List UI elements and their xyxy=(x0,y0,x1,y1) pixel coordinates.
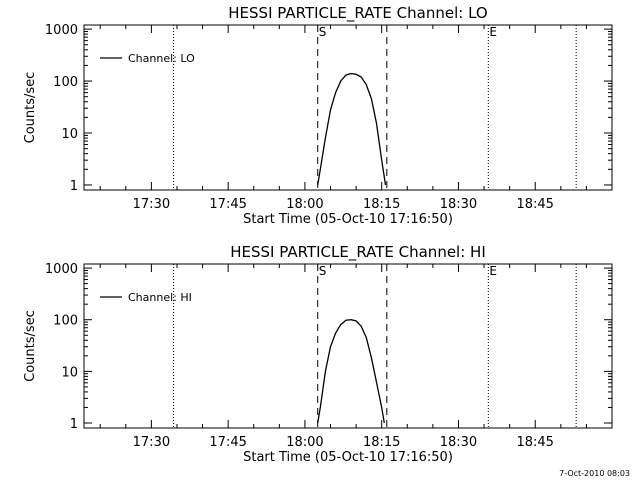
timestamp-footer: 7-Oct-2010 08:03 xyxy=(559,469,630,478)
y-axis-label: Counts/sec xyxy=(23,310,38,382)
y-tick-label: 1 xyxy=(70,417,78,432)
plot-frame xyxy=(83,263,613,429)
chart-title: HESSI PARTICLE_RATE Channel: LO xyxy=(228,4,487,23)
y-tick-label: 100 xyxy=(53,314,78,329)
x-axis-label: Start Time (05-Oct-10 17:16:50) xyxy=(243,450,453,465)
marker-label-E: E xyxy=(489,264,497,278)
marker-label-E: E xyxy=(489,25,497,39)
x-tick-label: 18:00 xyxy=(286,197,323,212)
x-tick-label: 18:45 xyxy=(516,197,553,212)
y-tick-label: 100 xyxy=(53,75,78,90)
x-tick-label: 17:30 xyxy=(133,435,170,450)
x-tick-label: 17:45 xyxy=(209,435,246,450)
y-tick-label: 1000 xyxy=(45,262,78,277)
x-tick-label: 18:45 xyxy=(516,435,553,450)
x-tick-label: 17:30 xyxy=(133,197,170,212)
legend-label: Channel: LO xyxy=(128,52,195,65)
x-tick-label: 18:30 xyxy=(440,435,477,450)
series-line xyxy=(317,72,387,186)
y-tick-label: 10 xyxy=(61,127,78,142)
y-tick-label: 1000 xyxy=(45,23,78,38)
y-axis-label: Counts/sec xyxy=(23,72,38,144)
x-tick-label: 18:15 xyxy=(363,435,400,450)
series-line xyxy=(317,319,385,424)
legend-label: Channel: HI xyxy=(128,291,192,304)
chart-panel-1: HESSI PARTICLE_RATE Channel: LO 17:30 17:4… xyxy=(23,4,613,227)
y-tick-label: 1 xyxy=(70,179,78,194)
x-tick-label: 18:00 xyxy=(286,435,323,450)
y-tick-label: 10 xyxy=(61,365,78,380)
chart-panel-2: HESSI PARTICLE_RATE Channel: HI 17:30 17:4… xyxy=(23,243,613,465)
x-tick-label: 17:45 xyxy=(209,197,246,212)
x-tick-label: 18:15 xyxy=(363,197,400,212)
x-tick-label: 18:30 xyxy=(440,197,477,212)
x-axis-label: Start Time (05-Oct-10 17:16:50) xyxy=(243,212,453,227)
chart-title: HESSI PARTICLE_RATE Channel: HI xyxy=(230,243,486,262)
marker-label-S: S xyxy=(319,25,327,39)
marker-label-S: S xyxy=(319,264,327,278)
plot-frame xyxy=(83,24,613,191)
